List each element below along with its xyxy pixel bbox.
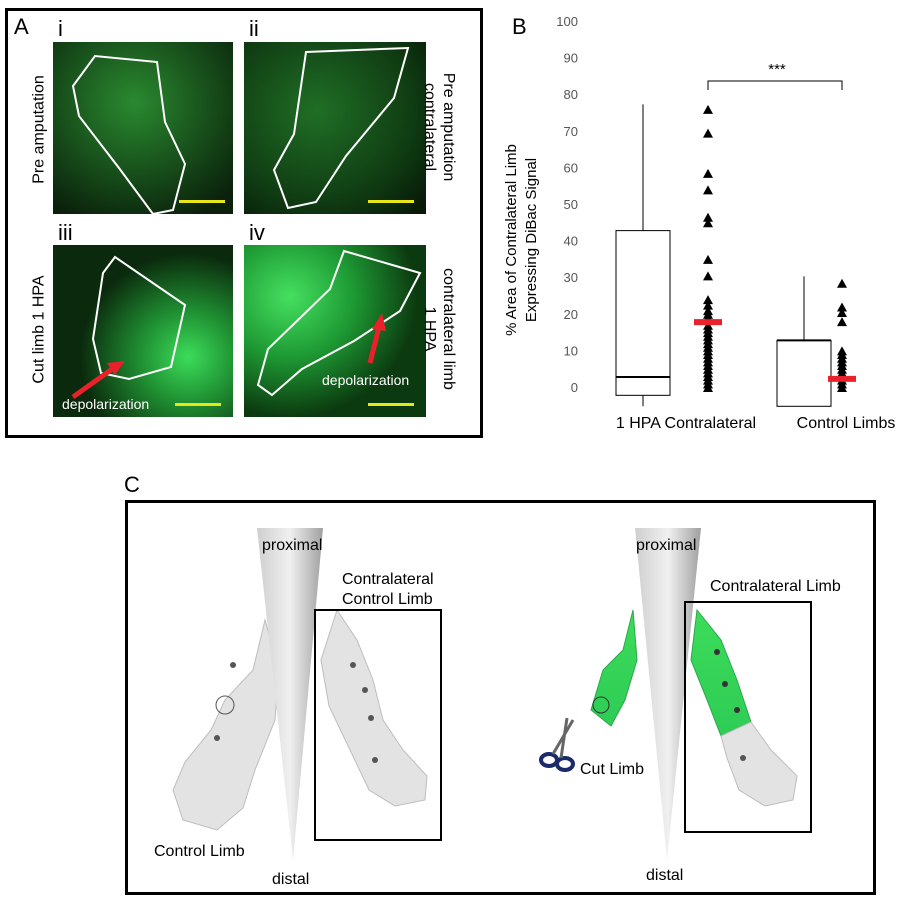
- data-point: [703, 104, 713, 114]
- y-tick-label: 90: [564, 51, 578, 66]
- data-point: [703, 218, 713, 228]
- data-point: [837, 278, 847, 288]
- panel-b-letter: B: [512, 14, 527, 39]
- y-tick-label: 80: [564, 87, 578, 102]
- panel-a-frame: [5, 8, 483, 438]
- mean-bar: [828, 375, 856, 382]
- data-point: [703, 212, 713, 222]
- significance-bracket: [707, 80, 843, 90]
- boxplot-chart: 0 10 20 30 40 50 60 70 80 90 100 % Area of Contral…: [503, 14, 896, 432]
- panel-c-letter: C: [124, 472, 140, 497]
- label-iv: iv: [249, 220, 265, 245]
- label-iii: iii: [58, 220, 73, 245]
- data-point: [703, 271, 713, 281]
- label-contralateral-control-limb: Contralateral Control Limb: [342, 571, 434, 608]
- label-cut-limb: Cut Limb: [580, 761, 645, 778]
- label-distal-left: distal: [272, 871, 310, 888]
- panel-a-letter: A: [14, 14, 29, 39]
- label-cut-limb-1hpa: Cut limb 1 HPA: [30, 275, 48, 384]
- micrograph-ii-image: [244, 42, 426, 214]
- y-axis-label-line1: % Area of Contralateral Limb: [503, 144, 520, 336]
- label-distal-right: distal: [646, 867, 684, 884]
- annotation-depolarization-iv: depolarization: [322, 372, 410, 388]
- data-point: [837, 307, 847, 317]
- significance-stars: ***: [768, 61, 786, 78]
- label-proximal-right: proximal: [636, 537, 697, 554]
- schematic-limbs: [172, 528, 812, 860]
- proximal-distal-gradient-left: [257, 528, 323, 860]
- contralateral-control-box: [314, 609, 442, 841]
- contralateral-limb-box: [684, 601, 812, 833]
- data-point: [703, 185, 713, 195]
- cut-limb: [539, 609, 638, 772]
- data-point: [703, 254, 713, 264]
- y-tick-label: 40: [564, 234, 578, 249]
- label-contralateral-limb: Contralateral Limb: [710, 578, 841, 595]
- data-point: [703, 295, 713, 305]
- panel-c-frame: [125, 500, 876, 895]
- data-point: [703, 128, 713, 138]
- label-ii: ii: [249, 16, 259, 41]
- control-limb-left: [172, 618, 280, 831]
- x-label-control: Control Limbs: [797, 415, 896, 432]
- label-pre-amputation: Pre amputation: [30, 75, 48, 184]
- micrograph-iv: [244, 245, 426, 417]
- y-tick-label: 50: [564, 197, 578, 212]
- box: [776, 339, 832, 407]
- y-tick-label: 20: [564, 307, 578, 322]
- y-tick-label: 60: [564, 160, 578, 175]
- y-tick-label: 10: [564, 343, 578, 358]
- mean-bar: [694, 319, 722, 326]
- contralateral-limb-right: [690, 608, 798, 807]
- data-point: [703, 300, 713, 310]
- y-tick-label: 70: [564, 124, 578, 139]
- data-point: [703, 383, 713, 392]
- micrograph-ii: [244, 42, 426, 214]
- micrograph-iii: [53, 245, 233, 417]
- contralateral-control-limb: [320, 608, 428, 807]
- micrograph-i-image: [53, 42, 233, 214]
- x-label-1hpa: 1 HPA Contralateral: [616, 415, 756, 432]
- label-contralateral-limb-1hpa: contralateral limb 1 HPA: [421, 268, 457, 390]
- y-tick-label: 100: [556, 14, 578, 29]
- data-point: [837, 383, 847, 392]
- label-control-limb: Control Limb: [154, 843, 245, 860]
- y-axis-label-line2: Expressing DiBac Signal: [523, 158, 540, 322]
- micrograph-i: [53, 42, 233, 214]
- data-point: [837, 302, 847, 312]
- label-i: i: [58, 16, 63, 41]
- micrograph-iv-image: [244, 245, 426, 417]
- label-proximal-left: proximal: [262, 537, 323, 554]
- box: [615, 230, 671, 396]
- label-pre-amputation-contralateral: Pre amputation contralateral: [421, 72, 457, 182]
- y-tick-label: 30: [564, 270, 578, 285]
- annotation-depolarization-iii: depolarization: [62, 396, 150, 412]
- data-point: [837, 317, 847, 327]
- scissors-icon: [539, 717, 575, 772]
- proximal-distal-gradient-right: [635, 528, 701, 860]
- micrograph-iii-image: [53, 245, 233, 417]
- y-tick-label: 0: [571, 380, 578, 395]
- data-point: [703, 168, 713, 178]
